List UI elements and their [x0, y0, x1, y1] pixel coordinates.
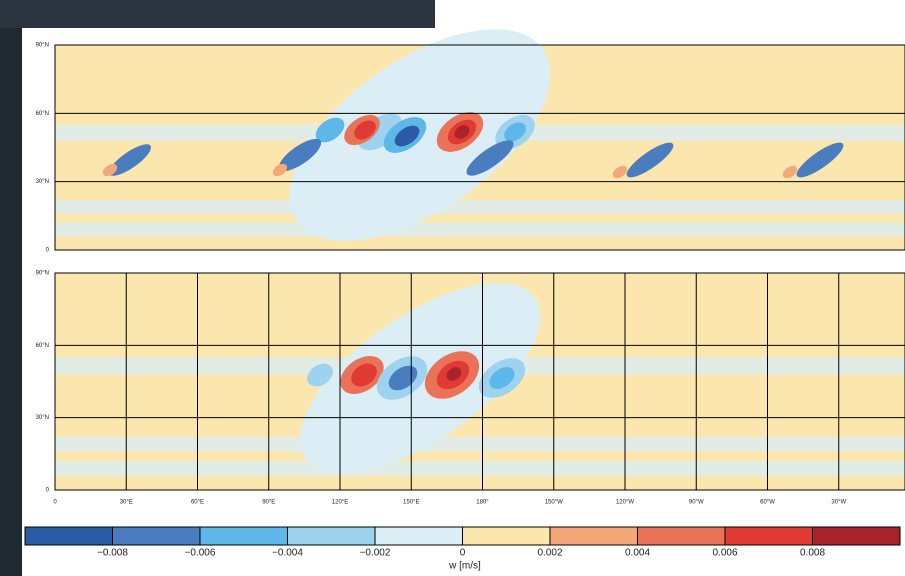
colorbar-swatch — [463, 527, 551, 545]
y-tick-label: 90°N — [36, 271, 49, 277]
y-tick-label: 60°N — [36, 343, 49, 349]
colorbar-swatch — [375, 527, 463, 545]
y-tick-label: 30°N — [36, 415, 49, 421]
colorbar-tick-label: −0.002 — [360, 548, 391, 559]
colorbar-tick-label: 0.008 — [800, 548, 825, 559]
x-tick-label: 90°E — [262, 500, 275, 506]
colorbar-swatch — [25, 527, 113, 545]
x-tick-label: 90°W — [689, 500, 704, 506]
band — [55, 461, 905, 475]
colorbar-swatch — [288, 527, 376, 545]
x-tick-label: 120°E — [332, 500, 348, 506]
colorbar-tick-label: 0.002 — [537, 548, 562, 559]
band — [55, 200, 905, 214]
colorbar-tick-label: −0.008 — [97, 548, 128, 559]
x-tick-label: 60°W — [760, 500, 775, 506]
photo-edge — [0, 0, 435, 28]
page: w [m/s] 0 30°N 60°N 90°N 0 30°N 60°N 90°N 0 30°E 6… — [0, 0, 905, 576]
colorbar-swatch — [200, 527, 288, 545]
colorbar-tick-label: −0.006 — [185, 548, 216, 559]
x-tick-label: 0 — [53, 500, 57, 506]
colorbar-tick-label: 0 — [460, 548, 466, 559]
colorbar-swatch — [813, 527, 901, 545]
y-tick-label: 30°N — [36, 179, 49, 185]
colorbar-label: w [m/s] — [448, 561, 481, 572]
colorbar-tick-label: −0.004 — [272, 548, 303, 559]
y-tick-label: 90°N — [36, 43, 49, 49]
colorbar-swatch — [638, 527, 726, 545]
colorbar-swatch — [113, 527, 201, 545]
colorbar-swatch — [725, 527, 813, 545]
colorbar-tick-label: 0.004 — [625, 548, 650, 559]
x-tick-label: 30°W — [831, 500, 846, 506]
y-tick-label: 0 — [46, 248, 50, 254]
colorbar-tick-label: 0.006 — [712, 548, 737, 559]
photo-edge — [0, 0, 22, 576]
x-tick-label: 120°W — [616, 500, 634, 506]
figure: w [m/s] 0 30°N 60°N 90°N 0 30°N 60°N 90°N 0 30°E 6… — [0, 0, 905, 576]
x-tick-label: 60°E — [191, 500, 204, 506]
y-tick-label: 0 — [46, 488, 50, 494]
band — [55, 223, 905, 237]
x-tick-label: 30°E — [120, 500, 133, 506]
y-tick-label: 60°N — [36, 111, 49, 117]
band — [55, 437, 905, 451]
x-tick-label: 150°E — [403, 500, 419, 506]
x-tick-label: 150°W — [545, 500, 563, 506]
colorbar-swatch — [550, 527, 638, 545]
x-tick-label: 180° — [476, 500, 489, 506]
